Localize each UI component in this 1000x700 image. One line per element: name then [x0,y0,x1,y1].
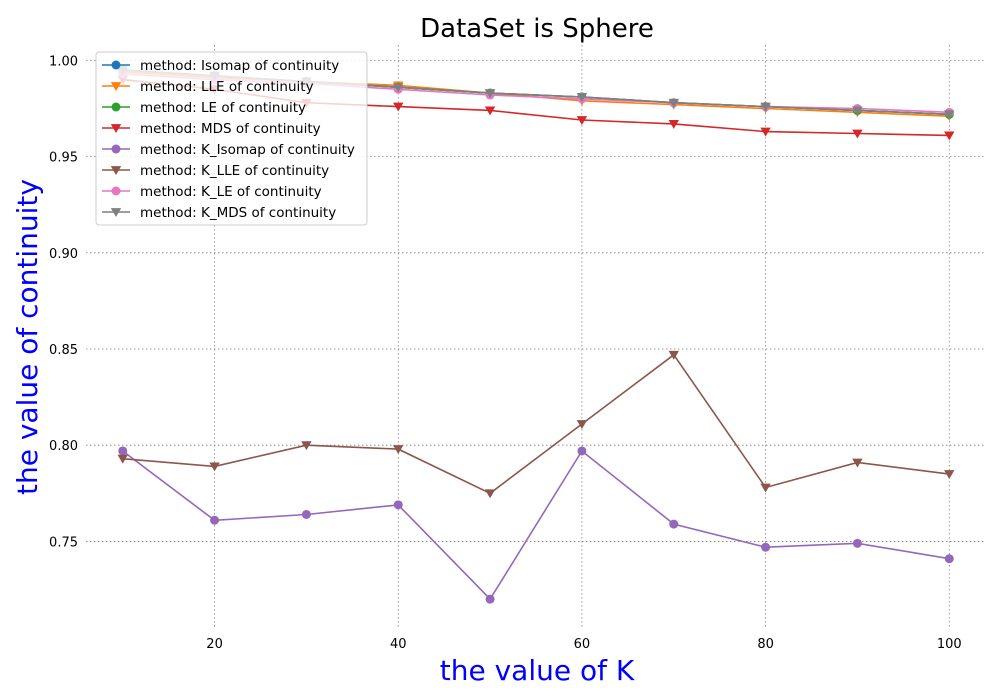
x-tick-label: 80 [757,637,774,652]
chart-title: DataSet is Sphere [420,14,654,44]
data-point [576,93,588,102]
y-tick-label: 0.85 [49,343,78,358]
legend-label: method: LLE of continuity [140,79,314,95]
data-point [668,350,679,360]
legend-label: method: K_LLE of continuity [140,163,329,179]
data-point [393,445,404,454]
legend-label: method: K_Isomap of continuity [140,142,355,158]
legend-box [95,51,368,226]
data-point [760,102,771,112]
y-axis-ticks: 0.75 0.80 0.85 0.90 0.95 1.00 [49,54,78,550]
data-point [301,441,312,451]
data-point [576,420,588,429]
series-5 [118,446,954,604]
data-point [668,98,679,108]
data-point [668,119,679,129]
series-6 [117,350,955,499]
y-tick-label: 0.75 [49,535,78,550]
data-point [669,519,679,529]
legend-label: method: MDS of continuity [140,121,321,137]
x-tick-label: 100 [937,637,962,652]
legend-marker [111,102,121,112]
legend-item: method: MDS of continuity [102,121,321,137]
data-point [852,129,863,139]
data-point [484,106,496,116]
data-point [944,131,955,141]
legend-item: method: Isomap of continuity [102,58,339,74]
data-point [852,538,862,548]
data-point [944,110,955,120]
y-tick-label: 0.90 [49,247,78,262]
data-point [944,470,955,480]
legend-label: method: K_MDS of continuity [140,205,336,221]
data-point [484,489,496,499]
data-point [301,509,311,519]
data-point [117,454,128,464]
data-point [393,500,403,510]
series-line [122,353,950,495]
legend-item: method: K_MDS of continuity [102,205,336,221]
series-line [122,449,950,601]
legend-item: method: LLE of continuity [102,79,314,95]
legend-label: method: K_LE of continuity [140,184,322,200]
data-point [852,458,863,468]
legend-marker [111,186,121,196]
data-point [209,462,220,472]
legend: method: Isomap of continuity method: LLE … [95,51,368,226]
data-point [761,542,771,552]
legend-item: method: K_LE of continuity [102,184,322,200]
data-point [852,106,863,116]
data-point [393,83,404,93]
data-point [576,116,588,125]
data-point [944,554,954,564]
legend-marker [110,82,122,91]
data-point [210,515,220,525]
x-axis-label: the value of K [440,654,635,687]
data-point [485,594,495,604]
legend-marker [110,124,122,133]
data-point [577,446,587,456]
data-point [760,127,771,137]
y-tick-label: 0.80 [49,439,78,454]
x-tick-label: 60 [574,637,591,652]
data-point [118,446,128,456]
y-tick-label: 1.00 [49,54,78,69]
x-tick-label: 20 [206,637,223,652]
x-tick-label: 40 [390,637,407,652]
legend-item: method: K_Isomap of continuity [102,142,355,158]
legend-marker [111,144,121,154]
legend-label: method: Isomap of continuity [140,58,339,74]
legend-marker [111,60,121,70]
data-point [393,102,404,112]
y-tick-label: 0.95 [49,151,78,166]
legend-marker [110,208,122,217]
x-axis-ticks: 20 40 60 80 100 [206,637,961,652]
legend-item: method: K_LLE of continuity [102,163,329,179]
legend-marker [110,166,122,175]
legend-label: method: LE of continuity [140,100,306,116]
legend-item: method: LE of continuity [102,100,306,116]
y-axis-label: the value of continuity [11,179,44,495]
data-point [760,483,771,493]
data-point [484,89,496,99]
